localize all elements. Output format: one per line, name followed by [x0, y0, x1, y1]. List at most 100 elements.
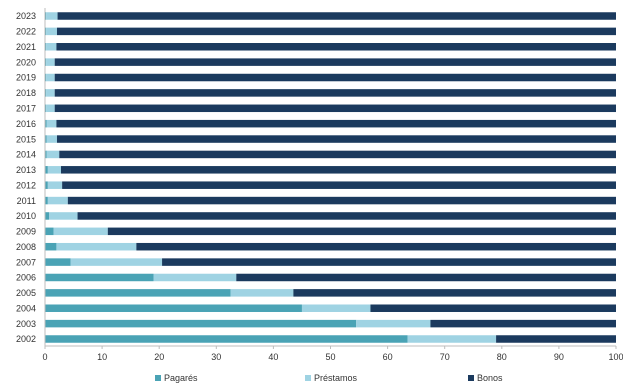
bar-bonos-2007 [162, 258, 616, 266]
bar-bonos-2015 [56, 135, 617, 143]
y-tick-label-2003: 2003 [16, 319, 36, 329]
bar-pr-stamos-2002 [407, 335, 497, 343]
x-tick-label-90: 90 [554, 352, 564, 362]
bar-pagar-s-2014 [45, 150, 47, 159]
bar-bonos-2017 [54, 104, 616, 113]
y-tick-label-2005: 2005 [16, 288, 36, 298]
y-tick-label-2010: 2010 [16, 211, 36, 221]
bar-pagar-s-2018 [45, 89, 47, 97]
legend-label-bonos: Bonos [477, 373, 503, 383]
bar-bonos-2005 [293, 289, 616, 297]
bar-pagar-s-2004 [45, 304, 302, 312]
bar-pagar-s-2013 [45, 166, 48, 174]
y-tick-label-2022: 2022 [16, 27, 36, 37]
bar-bonos-2009 [107, 227, 616, 236]
x-tick-label-20: 20 [154, 352, 164, 362]
bar-pagar-s-2006 [45, 273, 154, 282]
bar-bonos-2020 [54, 58, 616, 66]
x-tick-label-30: 30 [211, 352, 221, 362]
bar-bonos-2019 [54, 73, 616, 82]
y-tick-label-2021: 2021 [16, 42, 36, 52]
bar-pr-stamos-2005 [230, 289, 294, 297]
x-axis: 0 10 20 30 40 50 60 70 80 90 100 [42, 8, 623, 362]
y-tick-label-2014: 2014 [16, 150, 36, 160]
y-tick-label-2015: 2015 [16, 134, 36, 144]
bar-pr-stamos-2017 [46, 104, 55, 113]
y-tick-label-2002: 2002 [16, 334, 36, 344]
bar-pr-stamos-2004 [301, 304, 371, 312]
bar-pr-stamos-2012 [47, 181, 63, 189]
y-tick-label-2013: 2013 [16, 165, 36, 175]
bar-bonos-2003 [430, 319, 616, 328]
bar-pr-stamos-2006 [153, 273, 237, 282]
bar-pr-stamos-2020 [46, 58, 55, 66]
bar-pr-stamos-2015 [46, 135, 57, 143]
bar-pagar-s-2009 [45, 227, 54, 236]
bar-pagar-s-2008 [45, 242, 57, 251]
bar-pagar-s-2011 [45, 196, 48, 205]
bar-pr-stamos-2011 [47, 196, 68, 205]
bar-pagar-s-2003 [45, 319, 357, 328]
legend-label-pr-stamos: Préstamos [314, 373, 358, 383]
legend-swatch-bonos [468, 375, 474, 381]
bar-bonos-2018 [54, 89, 616, 97]
bar-pagar-s-2005 [45, 289, 231, 297]
bar-bonos-2008 [136, 242, 617, 251]
bar-pr-stamos-2003 [356, 319, 431, 328]
bar-pr-stamos-2021 [46, 43, 57, 51]
legend-label-pagar-s: Pagarés [164, 373, 198, 383]
bar-bonos-2021 [56, 43, 617, 51]
bar-pagar-s-2015 [45, 135, 47, 143]
y-tick-label-2009: 2009 [16, 227, 36, 237]
bar-pr-stamos-2013 [47, 166, 61, 174]
y-tick-label-2006: 2006 [16, 273, 36, 283]
y-tick-label-2012: 2012 [16, 180, 36, 190]
y-tick-label-2019: 2019 [16, 73, 36, 83]
x-tick-label-60: 60 [383, 352, 393, 362]
bars-layer [45, 12, 617, 343]
bar-pr-stamos-2023 [46, 12, 58, 20]
y-tick-label-2016: 2016 [16, 119, 36, 129]
legend: Pagarés Préstamos Bonos [155, 373, 503, 383]
bar-pr-stamos-2010 [49, 212, 78, 220]
bar-bonos-2004 [370, 304, 616, 312]
bar-pagar-s-2017 [45, 104, 47, 113]
bar-pagar-s-2021 [45, 43, 47, 51]
bar-pagar-s-2007 [45, 258, 71, 266]
y-tick-label-2020: 2020 [16, 57, 36, 67]
x-tick-label-50: 50 [325, 352, 335, 362]
bar-bonos-2016 [56, 119, 617, 128]
x-tick-label-70: 70 [440, 352, 450, 362]
bar-pagar-s-2023 [45, 12, 47, 20]
y-tick-label-2017: 2017 [16, 103, 36, 113]
bar-pr-stamos-2018 [46, 89, 55, 97]
y-tick-label-2023: 2023 [16, 11, 36, 21]
x-tick-label-40: 40 [268, 352, 278, 362]
bar-pr-stamos-2019 [46, 73, 55, 82]
bar-pagar-s-2002 [45, 335, 408, 343]
bar-bonos-2023 [57, 12, 617, 20]
bar-bonos-2013 [60, 166, 617, 174]
bar-pagar-s-2019 [45, 73, 47, 82]
bar-pagar-s-2022 [45, 27, 47, 36]
y-tick-labels: 2002 2003 2004 2005 2006 2007 2008 2009 2010 2011… [16, 11, 36, 344]
bar-pagar-s-2012 [45, 181, 48, 189]
bar-bonos-2002 [496, 335, 616, 343]
bar-pr-stamos-2022 [46, 27, 57, 36]
bar-pr-stamos-2009 [53, 227, 108, 236]
y-tick-label-2011: 2011 [17, 196, 36, 206]
x-tick-label-80: 80 [497, 352, 507, 362]
y-tick-label-2004: 2004 [16, 303, 36, 313]
bar-bonos-2006 [236, 273, 617, 282]
x-tick-label-100: 100 [608, 352, 623, 362]
bar-bonos-2011 [67, 196, 617, 205]
bar-pr-stamos-2016 [46, 119, 57, 128]
bar-pr-stamos-2007 [70, 258, 163, 266]
bar-bonos-2012 [62, 181, 616, 189]
legend-swatch-pagar-s [155, 375, 161, 381]
bar-pr-stamos-2008 [56, 242, 137, 251]
y-tick-label-2007: 2007 [16, 257, 36, 267]
legend-swatch-pr-stamos [305, 375, 311, 381]
bar-bonos-2022 [56, 27, 617, 36]
